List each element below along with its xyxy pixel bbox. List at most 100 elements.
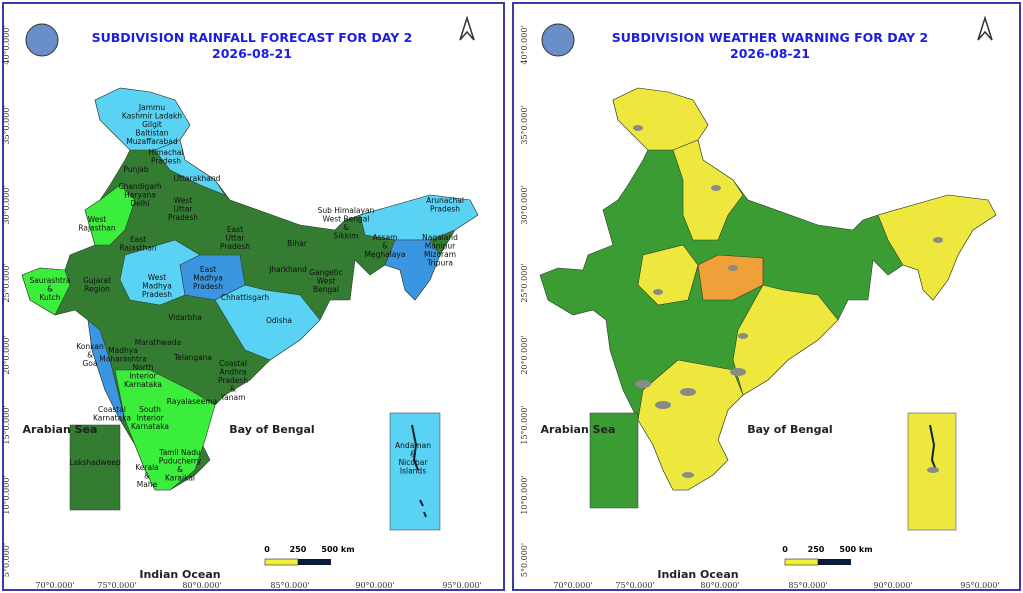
region-label: Chandigarh Haryana Delhi <box>118 182 161 208</box>
region-label-line: Andaman <box>395 441 431 450</box>
region-label: Telangana <box>173 353 212 362</box>
latitude-label: 25°0.000' <box>520 263 529 302</box>
latitude-label: 30°0.000' <box>520 185 529 224</box>
region-label-line: Coastal <box>98 405 126 414</box>
region-label-line: & <box>343 223 349 232</box>
region-label: Madhya Maharashtra <box>99 346 146 364</box>
region-label-line: Pradesh <box>218 376 248 385</box>
region-label: Saurashtra & Kutch <box>29 276 70 302</box>
region-label-line: Andhra <box>219 368 246 377</box>
scale-label: 250 <box>808 545 825 554</box>
region-label: East Uttar Pradesh <box>220 225 250 251</box>
region-label-line: Uttar <box>173 205 193 214</box>
sea-label: Arabian Sea <box>541 423 616 436</box>
region-label-line: Jharkhand <box>268 265 307 274</box>
region-label-line: Pradesh <box>220 242 250 251</box>
region-label-line: Haryana <box>124 191 156 200</box>
region-label-line: Rayalaseema <box>167 397 217 406</box>
longitude-label: 80°0.000' <box>182 581 221 590</box>
region-label-line: Chandigarh <box>118 182 161 191</box>
latitude-label: 5°0.000' <box>2 543 11 577</box>
region-label: Sub Himalayan West Bengal & Sikkim <box>318 206 375 241</box>
scale-label: 0 <box>782 545 788 554</box>
region-label-line: Gilgit <box>142 120 162 129</box>
longitude-label: 75°0.000' <box>615 581 654 590</box>
region-label-line: North <box>133 363 154 372</box>
region-label-line: Chhattisgarh <box>221 293 270 302</box>
latitude-label: 10°0.000' <box>2 475 11 514</box>
longitude-label: 85°0.000' <box>788 581 827 590</box>
region-label-line: Baltistan <box>135 129 168 138</box>
region-label-line: Pradesh <box>151 157 181 166</box>
latitude-label: 15°0.000' <box>520 405 529 444</box>
region-label-line: & <box>47 285 53 294</box>
region-label-line: Uttar <box>225 234 245 243</box>
region-label-line: Pradesh <box>168 213 198 222</box>
longitude-label: 85°0.000' <box>270 581 309 590</box>
region-label-line: Maharashtra <box>99 355 146 364</box>
region-label: West Rajasthan <box>78 215 116 233</box>
region-label: Jammu Kashmir Ladakh Gilgit Baltistan Muzaff… <box>122 103 182 146</box>
sea-label: Bay of Bengal <box>229 423 314 436</box>
region-label-line: Rajasthan <box>78 224 116 233</box>
region-label-line: Himachal <box>148 148 183 157</box>
region-label-line: Madhya <box>108 346 138 355</box>
region-label-line: & <box>230 385 236 394</box>
region-label-line: Assam <box>373 233 398 242</box>
sea-label: Indian Ocean <box>139 568 220 581</box>
region-label-line: Lakshadweep <box>69 458 120 467</box>
region-label-line: Kutch <box>39 293 60 302</box>
map-date: 2026-08-21 <box>212 46 292 61</box>
region-label: Bihar <box>287 239 308 248</box>
region-label-line: West Bengal <box>323 215 370 224</box>
region-label-line: Konkan <box>76 342 104 351</box>
region-label: Coastal Karnataka <box>93 405 131 423</box>
region-label-line: Uttarakhand <box>174 174 221 183</box>
longitude-label: 90°0.000' <box>873 581 912 590</box>
region-label-line: Jammu <box>138 103 165 112</box>
region-label-line: Telangana <box>173 353 212 362</box>
region-label-line: West <box>317 277 335 286</box>
region-label-line: Nagaland <box>422 233 458 242</box>
longitude-label: 90°0.000' <box>355 581 394 590</box>
region-label-line: Odisha <box>266 316 292 325</box>
region-label: Punjab <box>123 165 149 174</box>
region-label-line: East <box>130 235 146 244</box>
region-label: Jharkhand <box>268 265 307 274</box>
region-label-line: Punjab <box>123 165 149 174</box>
region-label-line: Marathwada <box>135 338 182 347</box>
latitude-label: 20°0.000' <box>2 335 11 374</box>
region-label-line: Tripura <box>426 259 453 268</box>
region-label-line: Saurashtra <box>29 276 70 285</box>
region-label-line: Karnataka <box>93 414 131 423</box>
longitude-label: 75°0.000' <box>97 581 136 590</box>
region-label-line: Region <box>84 285 110 294</box>
region-label: Lakshadweep <box>69 458 120 467</box>
region-label-line: & <box>87 351 93 360</box>
region-label: Andaman & Nicobar Islands <box>395 441 431 476</box>
region-label-line: Madhya <box>142 282 172 291</box>
region-label: Nagaland Manipur Mizoram Tripura <box>422 233 458 268</box>
latitude-label: 20°0.000' <box>520 335 529 374</box>
region-label-line: Pradesh <box>142 290 172 299</box>
scale-label: 0 <box>264 545 270 554</box>
region-label-line: Yanam <box>220 393 246 402</box>
scale-label: 500 km <box>839 545 872 554</box>
region-label-line: & <box>382 242 388 251</box>
region-label-line: Delhi <box>130 199 149 208</box>
latitude-label: 10°0.000' <box>520 475 529 514</box>
map-title: SUBDIVISION WEATHER WARNING FOR DAY 2 <box>612 30 928 45</box>
region-label: Gujarat Region <box>83 276 111 294</box>
region-label-line: Pradesh <box>193 282 223 291</box>
region-label: Rayalaseema <box>167 397 217 406</box>
longitude-label: 70°0.000' <box>35 581 74 590</box>
latitude-label: 30°0.000' <box>2 185 11 224</box>
region-label-line: Interior <box>129 372 157 381</box>
region-label-line: Karnataka <box>124 380 162 389</box>
region-label-line: Mizoram <box>424 250 456 259</box>
region-label-line: Mahe <box>137 480 158 489</box>
region-label-line: West <box>148 273 166 282</box>
region-label: Uttarakhand <box>174 174 221 183</box>
region-label: Konkan & Goa <box>76 342 104 368</box>
rainfall-panel <box>2 2 505 591</box>
